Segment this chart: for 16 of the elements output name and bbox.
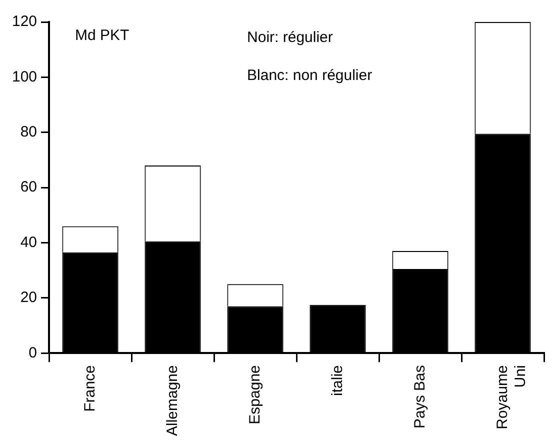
y-tick-label: 40: [20, 234, 38, 251]
y-tick-label: 100: [12, 68, 38, 86]
x-tick-label: Espagne: [246, 365, 264, 424]
y-tick-label: 120: [12, 13, 38, 30]
x-tick-label: italie: [328, 365, 346, 396]
y-tick-label: 0: [28, 344, 38, 362]
y-axis-title: Md PKT: [75, 27, 130, 44]
annotation: Noir: régulier: [247, 29, 333, 46]
x-tick-label: Pays Bas: [411, 365, 428, 428]
annotation: Blanc: non régulier: [247, 67, 372, 84]
x-tick-label: France: [81, 365, 98, 412]
y-tick-label: 20: [20, 289, 38, 306]
x-tick-label: Royaume Uni: [494, 365, 529, 430]
y-tick-label: 80: [20, 124, 38, 141]
y-tick-label: 60: [20, 178, 38, 196]
x-tick-label: Allemagne: [164, 365, 181, 436]
